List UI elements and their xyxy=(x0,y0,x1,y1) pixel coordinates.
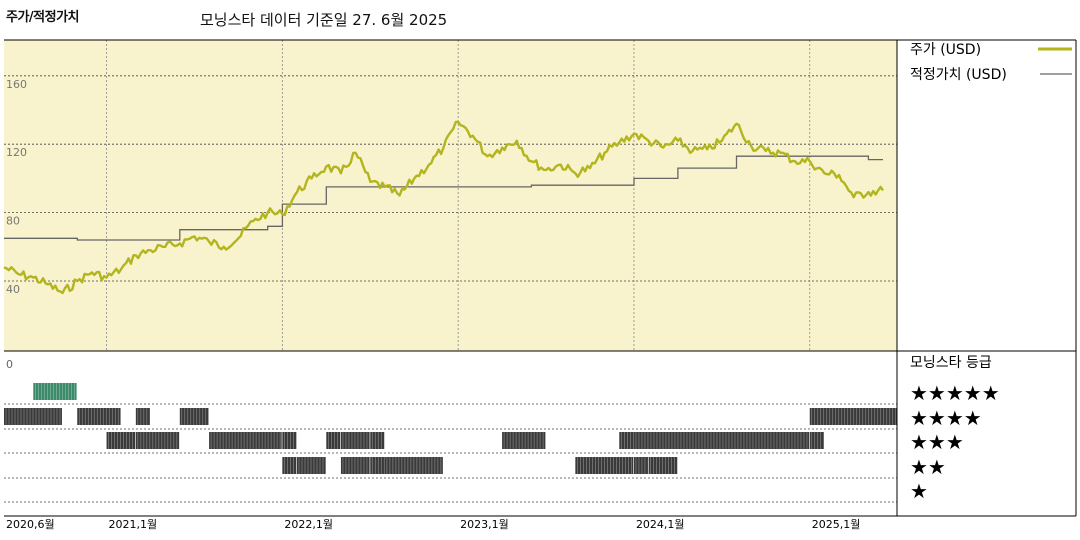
rating-bar-2-star xyxy=(282,457,297,474)
legend-fair-label: 적정가치 (USD) xyxy=(910,67,1007,83)
y-tick-label: 120 xyxy=(6,146,27,159)
rating-y-label: 0 xyxy=(6,358,13,371)
y-tick-label: 40 xyxy=(6,283,20,296)
rating-legend-title: 모닝스타 등급 xyxy=(910,355,992,371)
rating-bar-fill xyxy=(33,383,77,400)
x-tick-label: 2023,1월 xyxy=(460,518,509,531)
rating-bar-fill xyxy=(340,457,370,474)
star-legend-item: ★ xyxy=(910,479,928,503)
rating-bar-2-star xyxy=(297,457,326,474)
x-tick-label: 2025,1월 xyxy=(812,518,861,531)
rating-bar-fill xyxy=(135,432,180,449)
price-panel xyxy=(4,40,897,351)
rating-bar-4-star xyxy=(4,408,62,425)
rating-bar-2-star xyxy=(340,457,370,474)
rating-bar-3-star xyxy=(106,432,136,449)
chart-title: 주가/적정가치 xyxy=(6,10,80,25)
rating-bar-fill xyxy=(282,457,297,474)
rating-gridlines xyxy=(4,403,897,503)
rating-bar-3-star xyxy=(502,432,546,449)
rating-bar-fill xyxy=(633,457,648,474)
rating-bar-3-star xyxy=(209,432,282,449)
rating-bar-fill xyxy=(370,432,385,449)
rating-bar-fill xyxy=(809,408,897,425)
legend-price-label: 주가 (USD) xyxy=(910,42,981,58)
rating-bar-2-star xyxy=(633,457,648,474)
x-tick-label: 2022,1월 xyxy=(284,518,333,531)
x-tick-label: 2021,1월 xyxy=(109,518,158,531)
rating-bar-fill xyxy=(77,408,121,425)
rating-bars xyxy=(4,383,897,474)
data-date: 모닝스타 데이터 기준일 27. 6월 2025 xyxy=(200,11,448,29)
rating-bar-fill xyxy=(809,432,824,449)
x-tick-labels: 2020,6월 2021,1월 2022,1월 2023,1월 2024,1월 2025,… xyxy=(6,518,860,531)
rating-bar-4-star xyxy=(809,408,897,425)
y-tick-label: 160 xyxy=(6,78,27,91)
rating-bar-fill xyxy=(282,432,297,449)
rating-bar-fill xyxy=(648,457,678,474)
rating-bar-3-star xyxy=(809,432,824,449)
rating-bar-3-star xyxy=(370,432,385,449)
rating-bar-3-star xyxy=(633,432,810,449)
rating-bar-4-star xyxy=(77,408,121,425)
star-legend-item: ★★★★★ xyxy=(910,381,1000,405)
rating-bar-fill xyxy=(633,432,810,449)
x-tick-label: 2020,6월 xyxy=(6,518,55,531)
star-legend-item: ★★★★ xyxy=(910,406,982,430)
rating-bar-fill xyxy=(384,457,443,474)
star-legend: ★★★★★★★★★★★★★★★ xyxy=(910,381,1000,503)
rating-bar-fill xyxy=(4,408,62,425)
rating-bar-fill xyxy=(106,432,136,449)
rating-bar-3-star xyxy=(135,432,180,449)
rating-bar-fill xyxy=(326,432,341,449)
x-tick-label: 2024,1월 xyxy=(636,518,685,531)
rating-bar-fill xyxy=(209,432,282,449)
rating-bar-2-star xyxy=(575,457,634,474)
rating-bar-3-star xyxy=(282,432,297,449)
fair-value-line xyxy=(4,155,883,241)
rating-bar-4-star xyxy=(135,408,150,425)
star-legend-item: ★★ xyxy=(910,455,946,479)
rating-bar-fill xyxy=(297,457,326,474)
rating-bar-fill xyxy=(575,457,634,474)
rating-bar-3-star xyxy=(340,432,370,449)
rating-bar-2-star xyxy=(384,457,443,474)
rating-bar-fill xyxy=(135,408,150,425)
rating-bar-fill xyxy=(502,432,546,449)
star-legend-item: ★★★ xyxy=(910,430,964,454)
y-tick-label: 80 xyxy=(6,215,20,228)
y-tick-labels: 40 80 120 160 xyxy=(6,78,27,296)
price-line xyxy=(3,120,884,295)
rating-bar-4-star xyxy=(179,408,209,425)
rating-bar-5-star xyxy=(33,383,77,400)
rating-bar-fill xyxy=(179,408,209,425)
rating-bar-3-star xyxy=(326,432,341,449)
rating-bar-fill xyxy=(340,432,370,449)
rating-bar-2-star xyxy=(648,457,678,474)
